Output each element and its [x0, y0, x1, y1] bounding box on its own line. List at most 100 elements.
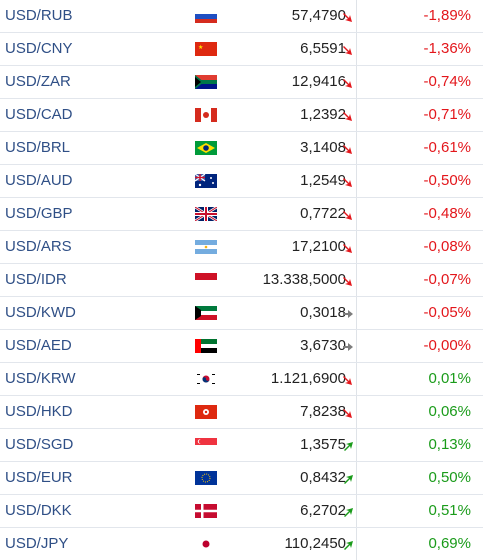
- table-row[interactable]: USD/KWD 0,3018 -0,05%: [0, 297, 483, 330]
- change-percent: 0,69%: [428, 535, 471, 552]
- kr-flag-icon: [195, 372, 217, 386]
- currency-pair-link[interactable]: USD/ARS: [5, 238, 72, 255]
- change-percent: 0,51%: [428, 502, 471, 519]
- arrow-up-icon: [342, 439, 354, 451]
- arrow-up-icon: [342, 538, 354, 550]
- price-value: 0,3018: [300, 304, 346, 321]
- arrow-down-icon: [342, 142, 354, 154]
- arrow-up-icon: [342, 472, 354, 484]
- table-row[interactable]: USD/AUD 1,2549 -0,50%: [0, 165, 483, 198]
- arrow-down-icon: [342, 274, 354, 286]
- currency-pair-link[interactable]: USD/KWD: [5, 304, 76, 321]
- price-value: 13.338,5000: [262, 271, 346, 288]
- cn-flag-icon: ★: [195, 42, 217, 56]
- arrow-down-icon: [342, 406, 354, 418]
- price-value: 3,6730: [300, 337, 346, 354]
- currency-pair-link[interactable]: USD/KRW: [5, 370, 76, 387]
- column-divider: [356, 198, 357, 230]
- table-row[interactable]: USD/DKK 6,2702 0,51%: [0, 495, 483, 528]
- table-row[interactable]: USD/EUR 0,8432 0,50%: [0, 462, 483, 495]
- column-divider: [356, 66, 357, 98]
- table-row[interactable]: USD/SGD 1,3575 0,13%: [0, 429, 483, 462]
- arrow-down-icon: [342, 109, 354, 121]
- column-divider: [356, 33, 357, 65]
- column-divider: [356, 231, 357, 263]
- ar-flag-icon: [195, 240, 217, 254]
- column-divider: [356, 0, 357, 32]
- za-flag-icon: [195, 75, 217, 89]
- currency-pair-link[interactable]: USD/ZAR: [5, 73, 71, 90]
- jp-flag-icon: [195, 537, 217, 551]
- sg-flag-icon: [195, 438, 217, 452]
- arrow-down-icon: [342, 241, 354, 253]
- column-divider: [356, 297, 357, 329]
- change-percent: -1,36%: [423, 40, 471, 57]
- column-divider: [356, 132, 357, 164]
- price-value: 1,2392: [300, 106, 346, 123]
- ca-flag-icon: [195, 108, 217, 122]
- currency-pair-link[interactable]: USD/AED: [5, 337, 72, 354]
- currency-pair-link[interactable]: USD/AUD: [5, 172, 73, 189]
- change-percent: -0,74%: [423, 73, 471, 90]
- price-value: 6,5591: [300, 40, 346, 57]
- currency-pair-link[interactable]: USD/BRL: [5, 139, 71, 156]
- currency-pair-link[interactable]: USD/GBP: [5, 205, 73, 222]
- price-value: 1,3575: [300, 436, 346, 453]
- currency-pair-link[interactable]: USD/DKK: [5, 502, 72, 519]
- price-value: 6,2702: [300, 502, 346, 519]
- table-row[interactable]: USD/RUB 57,4790 -1,89%: [0, 0, 483, 33]
- table-row[interactable]: USD/BRL 3,1408 -0,61%: [0, 132, 483, 165]
- arrow-right-icon: [342, 340, 354, 352]
- change-percent: -0,05%: [423, 304, 471, 321]
- arrow-right-icon: [342, 307, 354, 319]
- currency-pair-link[interactable]: USD/SGD: [5, 436, 74, 453]
- table-row[interactable]: USD/KRW 1.121,6900 0,01%: [0, 363, 483, 396]
- hk-flag-icon: [195, 405, 217, 419]
- price-value: 0,7722: [300, 205, 346, 222]
- table-row[interactable]: USD/CAD 1,2392 -0,71%: [0, 99, 483, 132]
- table-row[interactable]: USD/ZAR 12,9416 -0,74%: [0, 66, 483, 99]
- arrow-down-icon: [342, 373, 354, 385]
- table-row[interactable]: USD/CNY ★ 6,5591 -1,36%: [0, 33, 483, 66]
- change-percent: 0,01%: [428, 370, 471, 387]
- change-percent: -0,48%: [423, 205, 471, 222]
- gb-flag-icon: [195, 207, 217, 221]
- price-value: 12,9416: [291, 73, 346, 90]
- arrow-down-icon: [342, 175, 354, 187]
- change-percent: 0,50%: [428, 469, 471, 486]
- column-divider: [356, 330, 357, 362]
- price-value: 7,8238: [300, 403, 346, 420]
- arrow-down-icon: [342, 10, 354, 22]
- currency-pair-link[interactable]: USD/JPY: [5, 535, 69, 552]
- table-row[interactable]: USD/IDR 13.338,5000 -0,07%: [0, 264, 483, 297]
- kw-flag-icon: [195, 306, 217, 320]
- ru-flag-icon: [195, 9, 217, 23]
- price-value: 3,1408: [300, 139, 346, 156]
- table-row[interactable]: USD/GBP 0,7722 -0,48%: [0, 198, 483, 231]
- column-divider: [356, 528, 357, 560]
- currency-pair-link[interactable]: USD/RUB: [5, 7, 73, 24]
- table-row[interactable]: USD/HKD 7,8238 0,06%: [0, 396, 483, 429]
- currency-pair-link[interactable]: USD/IDR: [5, 271, 67, 288]
- price-value: 1,2549: [300, 172, 346, 189]
- currency-pair-link[interactable]: USD/EUR: [5, 469, 73, 486]
- currency-pair-link[interactable]: USD/CNY: [5, 40, 73, 57]
- arrow-down-icon: [342, 76, 354, 88]
- currency-pair-link[interactable]: USD/CAD: [5, 106, 73, 123]
- change-percent: 0,13%: [428, 436, 471, 453]
- change-percent: -0,50%: [423, 172, 471, 189]
- change-percent: 0,06%: [428, 403, 471, 420]
- id-flag-icon: [195, 273, 217, 287]
- au-flag-icon: [195, 174, 217, 188]
- table-row[interactable]: USD/AED 3,6730 -0,00%: [0, 330, 483, 363]
- arrow-up-icon: [342, 505, 354, 517]
- column-divider: [356, 99, 357, 131]
- price-value: 17,2100: [291, 238, 346, 255]
- arrow-down-icon: [342, 43, 354, 55]
- table-row[interactable]: USD/ARS 17,2100 -0,08%: [0, 231, 483, 264]
- currency-pair-link[interactable]: USD/HKD: [5, 403, 73, 420]
- price-value: 57,4790: [291, 7, 346, 24]
- column-divider: [356, 165, 357, 197]
- table-row[interactable]: USD/JPY 110,2450 0,69%: [0, 528, 483, 560]
